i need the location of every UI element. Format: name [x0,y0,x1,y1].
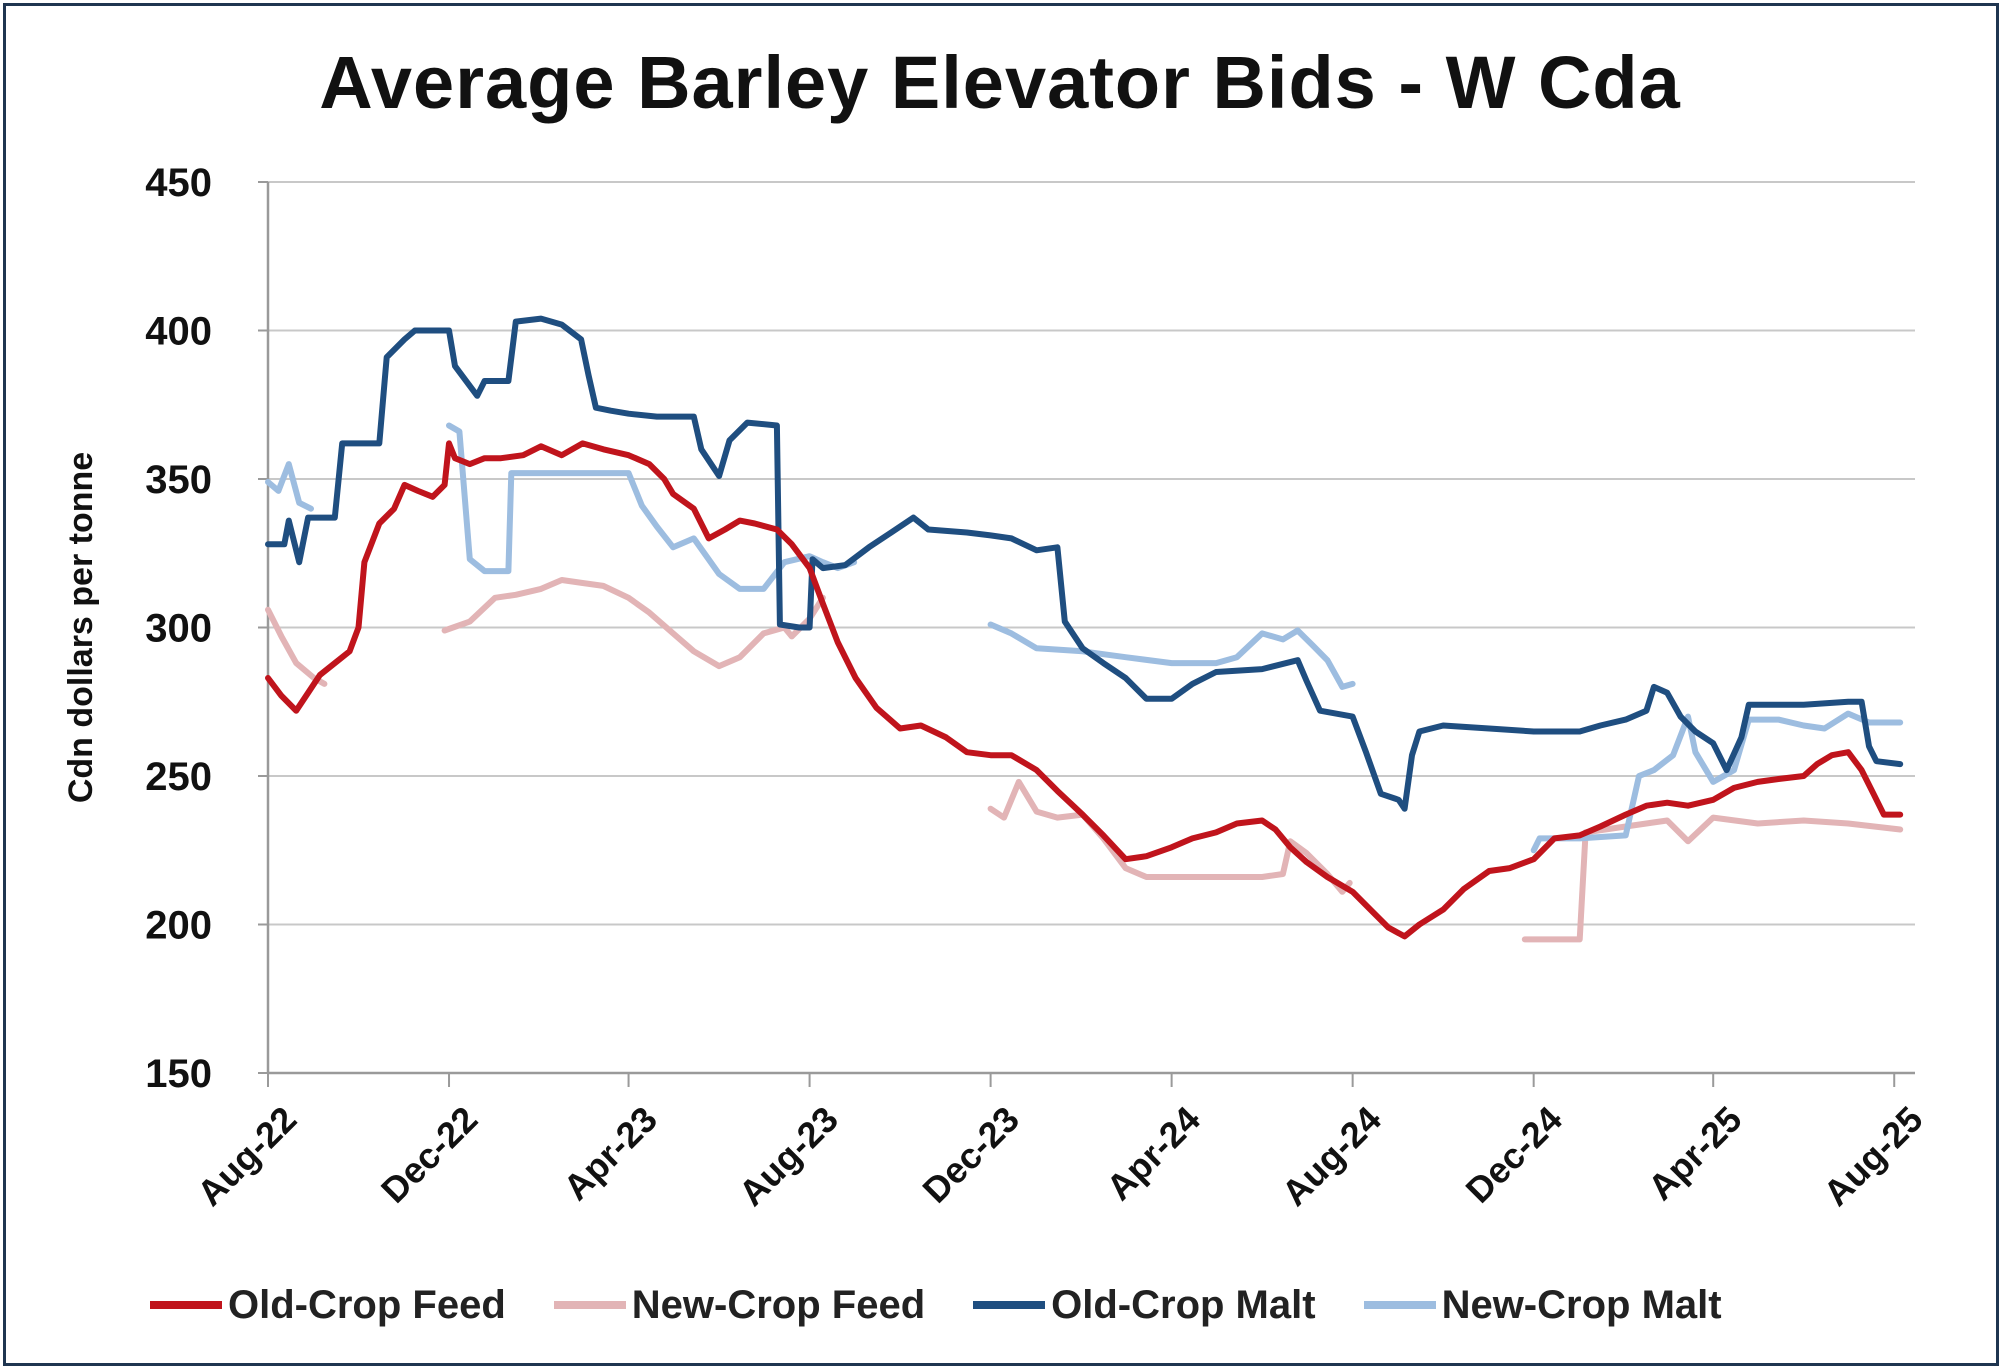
y-tick-label: 200 [145,904,212,948]
x-tick-label: Dec-23 [914,1098,1026,1210]
legend-item-new-crop-malt: New-Crop Malt [1363,1282,1722,1328]
series-line-old-crop-malt [265,315,1904,812]
y-tick-label: 400 [145,310,212,354]
y-tick-label: 150 [145,1052,212,1096]
x-tick-label: Apr-24 [1098,1098,1208,1208]
y-axis-label: Cdn dollars per tonne [62,452,100,803]
y-tick-label: 250 [145,755,212,799]
legend-item-old-crop-feed: Old-Crop Feed [150,1283,506,1328]
x-axis-ticks: Aug-22 Dec-22 Apr-23 Aug-23 Dec-23 Apr-24 Aug-… [189,1098,1930,1213]
legend-label: New-Crop Feed [631,1282,926,1327]
x-tick-label: Dec-24 [1458,1098,1570,1210]
series-line-new-crop-malt [265,461,314,512]
y-axis-ticks: 150 200 250 300 350 400 450 [145,161,212,1096]
x-tick-label: Aug-22 [189,1098,304,1213]
gridlines [268,181,1915,926]
legend-swatch [1363,1301,1436,1309]
series-lines [265,315,1904,943]
x-tick-label: Apr-25 [1640,1098,1750,1208]
series-line-new-crop-feed [987,778,1353,895]
x-tick-label: Dec-22 [373,1098,485,1210]
legend: Old-Crop Feed New-Crop Feed Old-Crop Malt N… [150,1275,1950,1335]
series-line-new-crop-malt [446,422,858,592]
y-tick-label: 300 [145,607,212,651]
x-tick-label: Aug-23 [731,1098,846,1213]
series-line-old-crop-feed [265,440,1904,940]
legend-item-old-crop-malt: Old-Crop Malt [973,1282,1316,1328]
legend-swatch [553,1301,626,1309]
legend-swatch [150,1301,222,1309]
series-line-new-crop-malt [987,621,1356,690]
legend-item-new-crop-feed: New-Crop Feed [553,1282,926,1328]
y-tick-label: 450 [145,161,212,205]
legend-label: New-Crop Malt [1441,1282,1722,1327]
series-line-new-crop-feed [265,606,328,687]
x-tick-label: Aug-24 [1274,1098,1389,1213]
series-line-new-crop-feed [441,577,826,670]
series-line-new-crop-malt [1530,710,1904,854]
legend-swatch [973,1301,1046,1309]
x-tick-label: Apr-23 [555,1098,665,1208]
chart-title: Average Barley Elevator Bids - W Cda [319,41,1681,124]
x-tick-label: Aug-25 [1815,1098,1930,1213]
axes [258,181,1915,1087]
chart-frame [3,3,1999,1366]
legend-label: Old-Crop Feed [228,1282,506,1327]
y-tick-label: 350 [145,458,212,502]
series-line-new-crop-feed [1521,814,1904,943]
legend-label: Old-Crop Malt [1051,1282,1316,1327]
